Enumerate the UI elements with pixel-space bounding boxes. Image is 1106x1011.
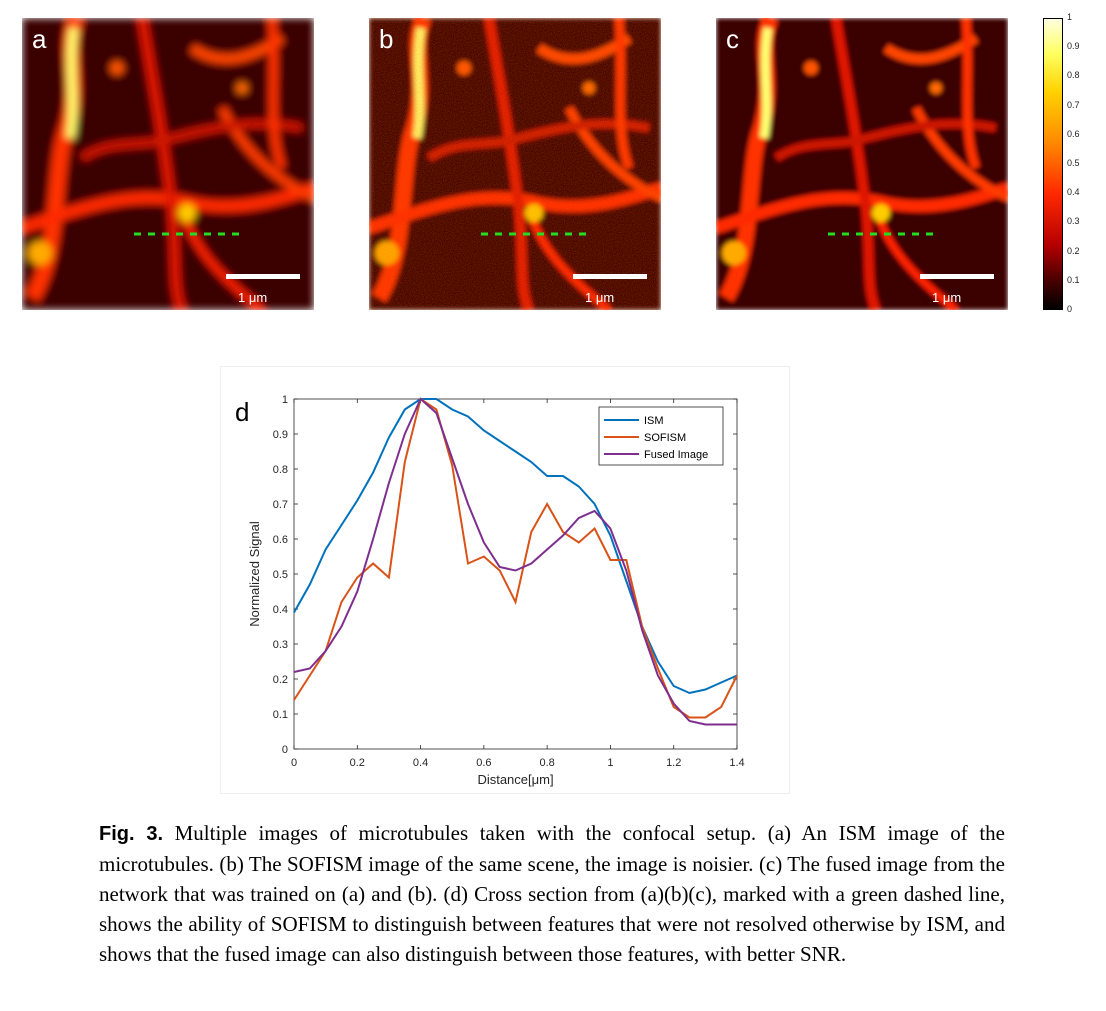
x-tick-label: 0.8 [539, 757, 554, 769]
scale-bar-label: 1 μm [932, 290, 962, 305]
colorbar-tick-label: 0.6 [1067, 128, 1080, 139]
y-axis-label: Normalized Signal [247, 521, 262, 627]
cross-section-chart: 0 0.2 0.4 0.6 0.8 1 1.2 1.4 0 0.1 0.2 0.3 0.4 0.5 0.6 0… [220, 366, 790, 794]
scale-bar [920, 274, 994, 279]
panel-label-a: a [32, 24, 47, 54]
y-tick-label: 0.2 [273, 674, 288, 686]
y-tick-label: 0.4 [273, 604, 288, 616]
scale-bar [573, 274, 647, 279]
panel-label-b: b [379, 24, 394, 54]
x-tick-label: 0.4 [413, 757, 428, 769]
x-tick-label: 1.2 [666, 757, 681, 769]
panel-label-c: c [726, 24, 739, 54]
x-tick-label: 1 [607, 757, 613, 769]
scale-bar-label: 1 μm [238, 290, 268, 305]
colorbar-tick-label: 0.7 [1067, 99, 1080, 110]
colorbar-tick-label: 1 [1067, 12, 1073, 22]
y-tick-label: 0.1 [273, 709, 288, 721]
colorbar-tick-label: 0 [1067, 304, 1073, 314]
colorbar-tick-label: 0.2 [1067, 245, 1080, 256]
scale-bar-label: 1 μm [585, 290, 615, 305]
x-axis-label: Distance[μm] [477, 772, 553, 787]
scale-bar [226, 274, 300, 279]
colorbar-tick-label: 0.9 [1067, 41, 1080, 52]
caption-text: Multiple images of microtubules taken wi… [99, 821, 1005, 966]
y-tick-label: 0.7 [273, 499, 288, 511]
y-tick-label: 0.8 [273, 464, 288, 476]
legend-label: Fused Image [644, 449, 708, 461]
panel-a-ism-image: a 1 μm [22, 18, 314, 310]
y-tick-label: 0.5 [273, 569, 288, 581]
y-tick-label: 0.9 [273, 429, 288, 441]
fused-image [716, 18, 1008, 310]
colorbar-tick-label: 0.5 [1067, 158, 1080, 168]
panel-c-fused-image: c 1 μm [716, 18, 1008, 310]
colorbar-tick-label: 0.4 [1067, 187, 1080, 198]
x-tick-label: 0 [291, 757, 297, 769]
ism-image [22, 18, 314, 310]
series-line-sofism [293, 397, 738, 719]
panel-label-d: d [235, 397, 249, 427]
legend-label: SOFISM [644, 432, 686, 444]
series-line-fused-image [293, 397, 737, 726]
y-tick-label: 0 [282, 744, 288, 756]
colorbar-tick-label: 0.8 [1067, 70, 1080, 81]
sofism-image [369, 18, 661, 310]
chart-svg: 0 0.2 0.4 0.6 0.8 1 1.2 1.4 0 0.1 0.2 0.3 0.4 0.5 0.6 0… [235, 394, 745, 787]
x-tick-label: 1.4 [729, 757, 744, 769]
legend-label: ISM [644, 415, 664, 427]
colorbar [1043, 18, 1063, 310]
figure-caption: Fig. 3. Multiple images of microtubules … [99, 818, 1005, 969]
colorbar-tick-label: 0.3 [1067, 216, 1080, 227]
y-tick-label: 1 [282, 394, 288, 406]
x-tick-label: 0.2 [350, 757, 365, 769]
y-tick-label: 0.6 [273, 534, 288, 546]
y-tick-label: 0.3 [273, 639, 288, 651]
x-tick-label: 0.6 [476, 757, 491, 769]
panel-b-sofism-image: b 1 μm [369, 18, 661, 310]
series-line-ism [293, 398, 738, 695]
colorbar-tick-label: 0.1 [1067, 274, 1080, 285]
figure-label: Fig. 3. [99, 823, 164, 845]
